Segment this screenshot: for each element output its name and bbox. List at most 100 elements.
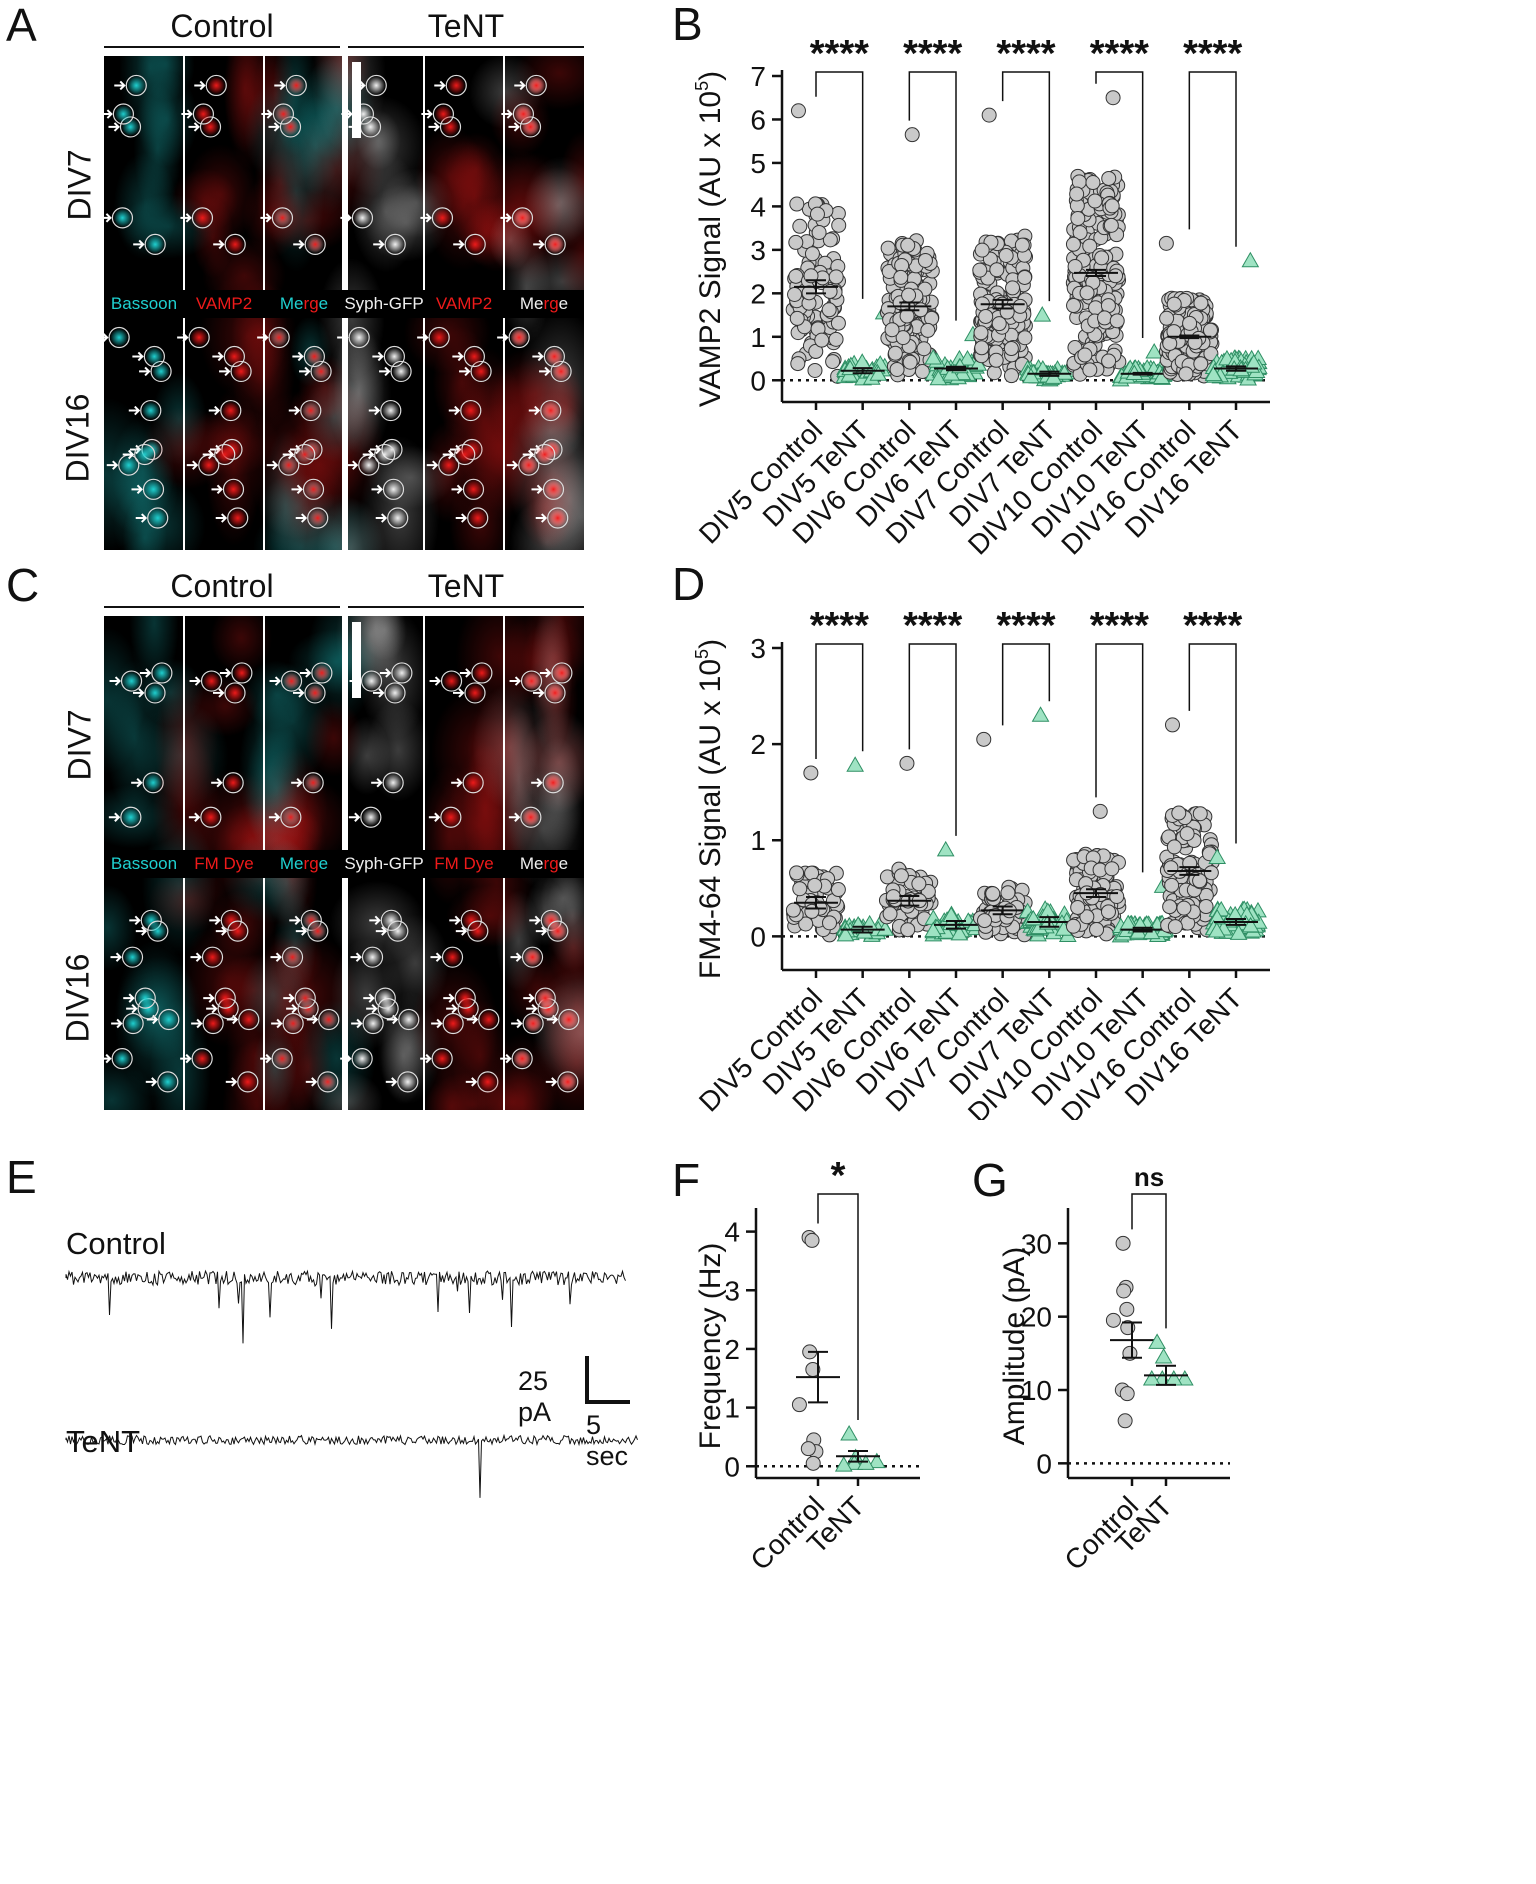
data-point bbox=[936, 840, 955, 857]
data-point bbox=[1065, 236, 1081, 252]
data-point bbox=[1092, 803, 1108, 819]
sem-bar bbox=[1086, 888, 1106, 898]
y-tick-label: 10 bbox=[1021, 1375, 1052, 1406]
data-point bbox=[1108, 268, 1124, 284]
data-point bbox=[1148, 1333, 1166, 1349]
data-point bbox=[1101, 353, 1117, 369]
data-point bbox=[828, 331, 844, 347]
data-point bbox=[1193, 356, 1209, 372]
data-point bbox=[902, 354, 918, 370]
channel-label: Bassoon bbox=[110, 854, 178, 873]
data-point bbox=[986, 365, 1002, 381]
data-point bbox=[924, 348, 943, 365]
data-point bbox=[1109, 313, 1125, 329]
micrograph-tile bbox=[104, 816, 217, 1110]
data-point bbox=[1171, 805, 1187, 821]
data-point bbox=[972, 262, 988, 278]
data-point bbox=[973, 325, 989, 341]
micrograph-tile bbox=[461, 308, 584, 550]
micrograph-canvas bbox=[104, 56, 584, 550]
data-point bbox=[1203, 865, 1219, 881]
sem-bar bbox=[808, 1350, 828, 1404]
sem-bar bbox=[899, 301, 920, 312]
data-point bbox=[985, 886, 1001, 902]
channel-label: Syph-GFP bbox=[344, 294, 424, 313]
y-tick-label: 1 bbox=[750, 825, 766, 856]
data-point bbox=[1115, 1235, 1131, 1251]
panel-letter-a: A bbox=[6, 0, 37, 51]
data-point bbox=[1079, 909, 1095, 925]
data-point bbox=[846, 756, 865, 772]
group-rule-control-a bbox=[104, 46, 340, 48]
data-point bbox=[1119, 1386, 1135, 1402]
data-point bbox=[1087, 193, 1103, 209]
sem-bar bbox=[992, 905, 1013, 916]
micrograph-grid-c: Bassoon FM Dye Merge Syph-GFP FM Dye Merge bbox=[104, 616, 584, 1110]
trace-label-control: Control bbox=[66, 1226, 166, 1261]
data-point bbox=[789, 310, 805, 326]
significance-bracket bbox=[815, 71, 864, 299]
data-point bbox=[1164, 877, 1180, 893]
y-tick-label: 0 bbox=[750, 365, 766, 396]
data-point bbox=[916, 341, 932, 357]
y-tick-label: 30 bbox=[1021, 1228, 1052, 1259]
data-point bbox=[958, 349, 977, 366]
data-point bbox=[790, 356, 806, 372]
group-title-tent-a: TeNT bbox=[427, 8, 505, 44]
data-point bbox=[790, 103, 806, 119]
group-rule-tent-c bbox=[348, 606, 584, 608]
data-point bbox=[1082, 362, 1098, 378]
data-point bbox=[1022, 367, 1040, 384]
significance-bracket bbox=[1188, 71, 1237, 247]
scale-bar bbox=[585, 1356, 630, 1404]
channel-label-strip: Bassoon FM Dye Merge Syph-GFP FM Dye Merge bbox=[104, 850, 584, 878]
current-trace bbox=[65, 1269, 626, 1344]
data-point bbox=[974, 242, 990, 258]
data-point bbox=[834, 1456, 853, 1472]
data-point bbox=[880, 240, 896, 256]
y-tick-label: 4 bbox=[750, 191, 766, 222]
data-point bbox=[1203, 346, 1219, 362]
y-tick-label: 7 bbox=[750, 61, 766, 92]
data-point bbox=[785, 902, 801, 918]
row-label-div16-c: DIV16 bbox=[59, 953, 96, 1043]
data-point bbox=[804, 865, 820, 881]
data-point bbox=[1154, 1347, 1173, 1364]
data-point bbox=[830, 882, 846, 898]
channel-label: Merge bbox=[519, 294, 569, 313]
data-point bbox=[1162, 899, 1178, 915]
y-axis-label: FM4-64 Signal (AU x 105) bbox=[692, 639, 727, 979]
data-point bbox=[988, 352, 1004, 368]
y-tick-label: 0 bbox=[1036, 1448, 1052, 1479]
row-label-div7-c: DIV7 bbox=[61, 709, 98, 781]
y-tick-label: 2 bbox=[750, 729, 766, 760]
data-point bbox=[1179, 826, 1195, 842]
data-point bbox=[1079, 285, 1095, 301]
significance-label: **** bbox=[996, 605, 1055, 647]
data-point bbox=[809, 206, 825, 222]
sem-bar bbox=[1179, 334, 1200, 340]
sem-bar bbox=[946, 919, 966, 930]
scale-bar-time-label: 5 sec bbox=[586, 1410, 629, 1471]
data-point bbox=[1208, 848, 1227, 865]
y-axis-label: Frequency (Hz) bbox=[694, 1243, 727, 1450]
significance-bracket bbox=[908, 643, 957, 836]
sem-bar bbox=[1122, 1321, 1142, 1359]
data-point bbox=[998, 247, 1014, 263]
significance-label: **** bbox=[1090, 605, 1149, 647]
data-point bbox=[787, 286, 803, 302]
data-point bbox=[895, 330, 911, 346]
micrograph-tile bbox=[469, 858, 584, 1110]
data-point bbox=[1167, 919, 1183, 935]
data-point bbox=[991, 316, 1007, 332]
data-point bbox=[1085, 175, 1101, 191]
data-point bbox=[1012, 298, 1028, 314]
data-point bbox=[805, 1455, 821, 1471]
data-point bbox=[1067, 259, 1083, 275]
significance-bracket bbox=[1095, 643, 1144, 873]
micrograph-tile bbox=[249, 315, 385, 550]
data-point bbox=[1159, 310, 1175, 326]
data-point bbox=[1065, 918, 1081, 934]
data-point bbox=[887, 345, 903, 361]
